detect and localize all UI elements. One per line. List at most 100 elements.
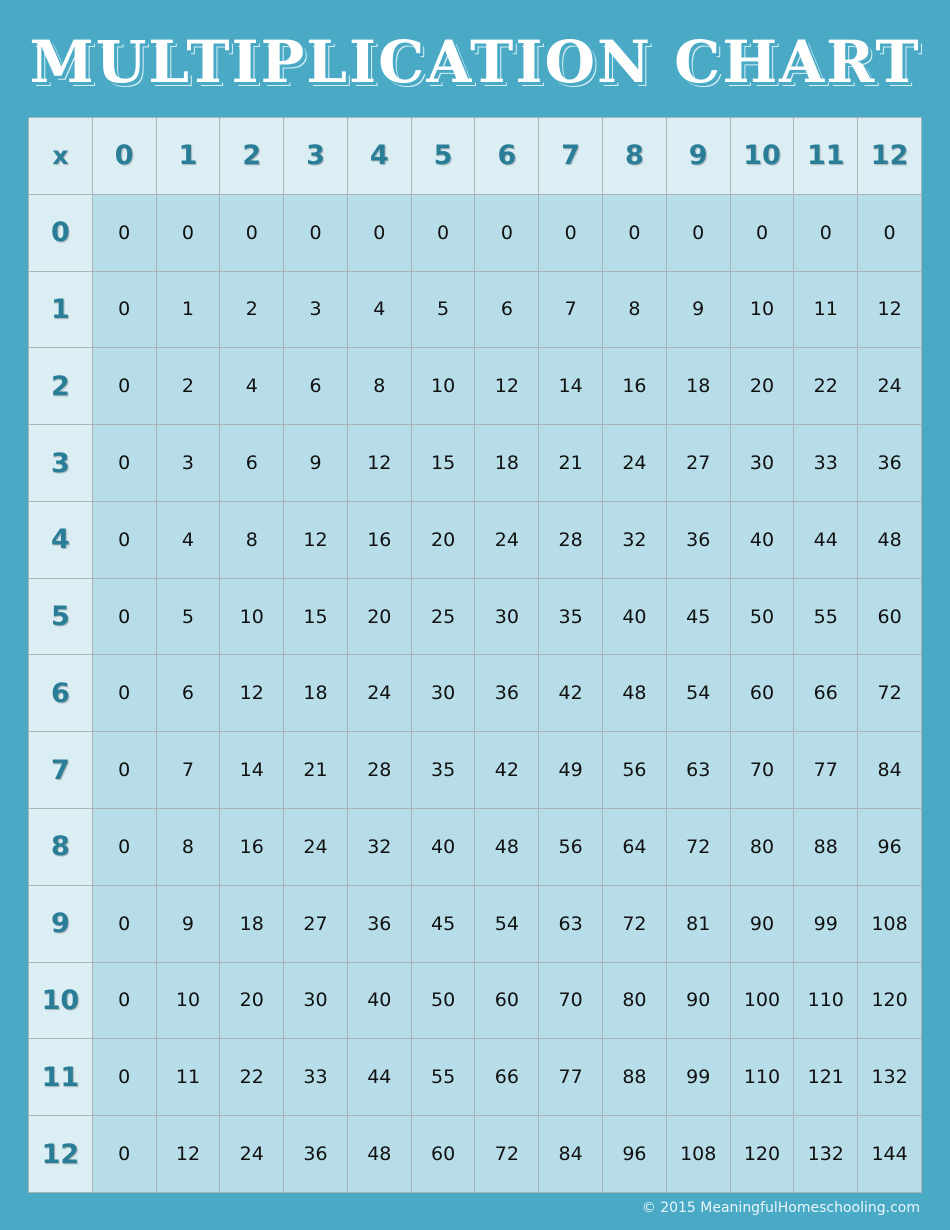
product-cell: 30 (283, 961, 348, 1040)
product-cell: 0 (538, 193, 604, 272)
copyright-footer: © 2015 MeaningfulHomeschooling.com (641, 1200, 920, 1216)
product-cell: 20 (219, 961, 285, 1040)
product-cell: 60 (729, 654, 795, 733)
product-cell: 28 (538, 500, 604, 579)
product-cell: 0 (91, 193, 157, 272)
product-cell: 12 (283, 500, 348, 579)
product-cell: 54 (665, 654, 731, 733)
product-cell: 2 (155, 347, 221, 426)
product-cell: 8 (219, 500, 285, 579)
product-cell: 0 (91, 808, 157, 886)
product-cell: 22 (219, 1038, 285, 1117)
product-cell: 64 (602, 808, 667, 886)
product-cell: 20 (729, 347, 795, 426)
product-cell: 25 (410, 577, 476, 656)
table-row: 12 0 12 24 36 48 60 72 84 96 108 120 132 144 (28, 1115, 922, 1193)
product-cell: 12 (155, 1115, 221, 1193)
product-cell: 21 (538, 424, 604, 502)
product-cell: 70 (729, 731, 795, 810)
product-cell: 28 (346, 731, 412, 810)
row-header: 1 (28, 270, 93, 349)
product-cell: 66 (474, 1038, 540, 1117)
product-cell: 20 (410, 500, 476, 579)
product-cell: 20 (346, 577, 412, 656)
table-row: 5 0 5 10 15 20 25 30 35 40 45 50 55 60 (28, 577, 922, 656)
product-cell: 36 (857, 424, 922, 502)
product-cell: 80 (602, 961, 667, 1040)
product-cell: 99 (793, 884, 859, 963)
product-cell: 36 (474, 654, 540, 733)
row-header: 2 (28, 347, 93, 426)
product-cell: 0 (155, 193, 221, 272)
product-cell: 50 (729, 577, 795, 656)
product-cell: 24 (602, 424, 667, 502)
product-cell: 0 (857, 193, 922, 272)
page-title: MULTIPLICATION CHART (29, 28, 921, 96)
product-cell: 120 (857, 961, 922, 1040)
product-cell: 30 (474, 577, 540, 656)
row-header: 12 (28, 1115, 93, 1193)
product-cell: 60 (474, 961, 540, 1040)
product-cell: 6 (155, 654, 221, 733)
product-cell: 14 (538, 347, 604, 426)
product-cell: 90 (729, 884, 795, 963)
product-cell: 63 (538, 884, 604, 963)
multiplication-table: x 0 1 2 3 4 5 6 7 8 9 10 11 12 0 0 0 0 0 0 0 0 0 0 0 0 0 0 1 0 1 2 3 4 5 6 7… (28, 117, 922, 1193)
product-cell: 8 (602, 270, 667, 349)
product-cell: 6 (283, 347, 348, 426)
row-header: 8 (28, 808, 93, 886)
product-cell: 60 (857, 577, 922, 656)
product-cell: 12 (346, 424, 412, 502)
product-cell: 42 (474, 731, 540, 810)
product-cell: 63 (665, 731, 731, 810)
product-cell: 18 (665, 347, 731, 426)
product-cell: 0 (91, 1115, 157, 1193)
product-cell: 5 (410, 270, 476, 349)
product-cell: 48 (346, 1115, 412, 1193)
row-header: 4 (28, 500, 93, 579)
row-header: 10 (28, 961, 93, 1040)
product-cell: 24 (346, 654, 412, 733)
product-cell: 9 (665, 270, 731, 349)
product-cell: 24 (474, 500, 540, 579)
product-cell: 70 (538, 961, 604, 1040)
product-cell: 88 (793, 808, 859, 886)
product-cell: 18 (474, 424, 540, 502)
product-cell: 18 (219, 884, 285, 963)
product-cell: 110 (793, 961, 859, 1040)
product-cell: 36 (283, 1115, 348, 1193)
product-cell: 10 (219, 577, 285, 656)
product-cell: 11 (155, 1038, 221, 1117)
product-cell: 77 (538, 1038, 604, 1117)
column-header: 2 (219, 117, 285, 195)
product-cell: 132 (857, 1038, 922, 1117)
product-cell: 44 (793, 500, 859, 579)
product-cell: 0 (219, 193, 285, 272)
product-cell: 10 (155, 961, 221, 1040)
product-cell: 5 (155, 577, 221, 656)
product-cell: 56 (538, 808, 604, 886)
product-cell: 7 (155, 731, 221, 810)
product-cell: 110 (729, 1038, 795, 1117)
product-cell: 15 (410, 424, 476, 502)
product-cell: 0 (91, 424, 157, 502)
product-cell: 0 (474, 193, 540, 272)
product-cell: 9 (155, 884, 221, 963)
product-cell: 88 (602, 1038, 667, 1117)
product-cell: 72 (857, 654, 922, 733)
row-header: 3 (28, 424, 93, 502)
product-cell: 54 (474, 884, 540, 963)
table-row: 8 0 8 16 24 32 40 48 56 64 72 80 88 96 (28, 808, 922, 886)
product-cell: 100 (729, 961, 795, 1040)
product-cell: 49 (538, 731, 604, 810)
product-cell: 0 (91, 500, 157, 579)
corner-cell: x (28, 117, 93, 195)
product-cell: 0 (346, 193, 412, 272)
product-cell: 35 (538, 577, 604, 656)
product-cell: 77 (793, 731, 859, 810)
product-cell: 42 (538, 654, 604, 733)
product-cell: 84 (538, 1115, 604, 1193)
column-header: 12 (857, 117, 922, 195)
product-cell: 55 (793, 577, 859, 656)
